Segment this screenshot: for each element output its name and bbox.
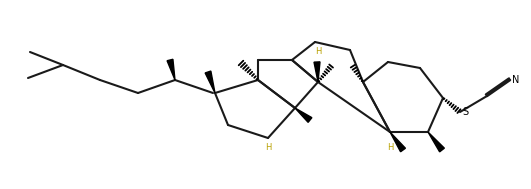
Text: S: S [462, 107, 468, 117]
Text: N: N [512, 75, 519, 85]
Polygon shape [205, 71, 215, 93]
Text: H: H [387, 143, 393, 153]
Polygon shape [428, 132, 444, 152]
Polygon shape [295, 108, 312, 122]
Polygon shape [390, 132, 406, 152]
Text: H: H [265, 143, 271, 153]
Text: H: H [315, 47, 321, 57]
Polygon shape [167, 59, 175, 80]
Polygon shape [314, 62, 320, 82]
